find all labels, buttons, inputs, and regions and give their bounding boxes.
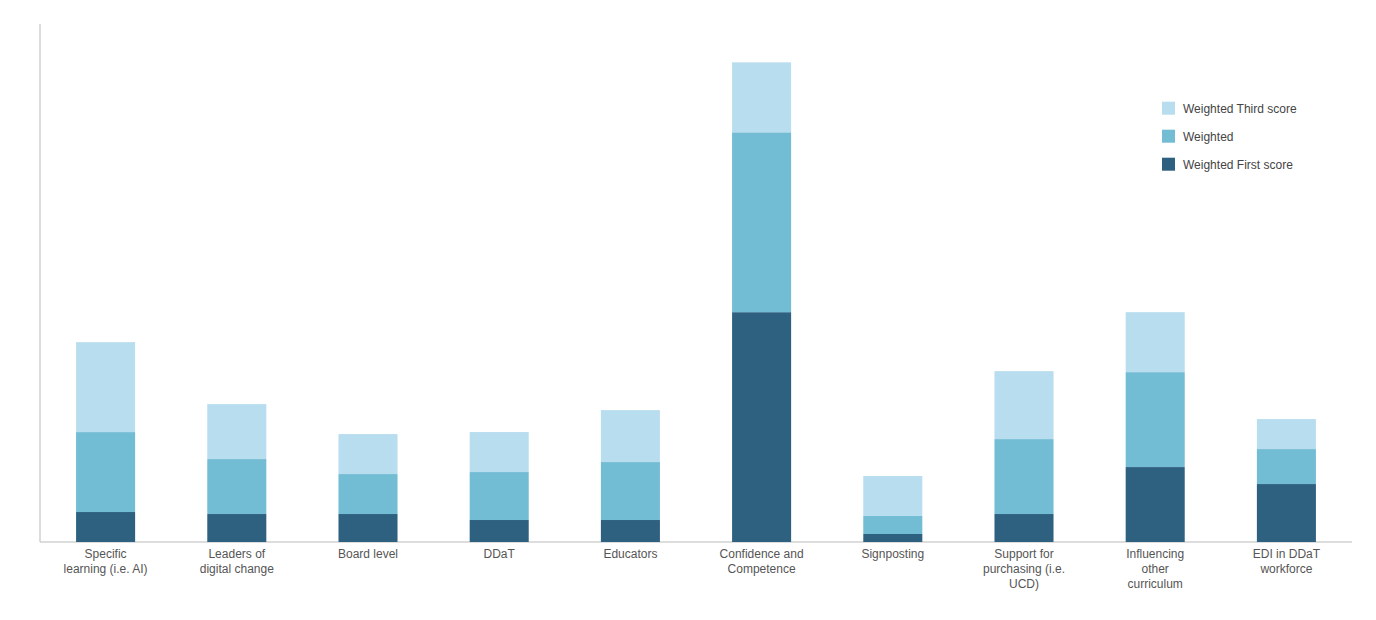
x-tick-label: Leaders ofdigital change	[200, 547, 274, 576]
bar-segment	[338, 434, 397, 474]
bar-segment	[1126, 312, 1185, 372]
legend-label: Weighted Third score	[1183, 102, 1297, 116]
bar-segment	[470, 520, 529, 542]
bar-segment	[76, 512, 135, 542]
bars	[76, 62, 1316, 542]
bar-segment	[1257, 449, 1316, 484]
bar-segment	[76, 342, 135, 432]
bar-segment	[207, 404, 266, 459]
legend: Weighted Third score Weighted Weighted Fir…	[1162, 102, 1297, 172]
bar-segment	[732, 312, 791, 542]
x-tick-label: Support forpurchasing (i.e.UCD)	[983, 547, 1065, 591]
bar-segment	[863, 476, 922, 516]
bar-segment	[863, 516, 922, 534]
x-tick-label: Educators	[603, 547, 657, 561]
legend-swatch	[1162, 102, 1175, 115]
x-tick-label: Board level	[338, 547, 398, 561]
legend-label: Weighted	[1183, 130, 1233, 144]
bar-segment	[863, 534, 922, 542]
y-axis-line	[40, 24, 41, 542]
bar-segment	[207, 514, 266, 542]
bar-segment	[994, 439, 1053, 514]
bar-segment	[470, 432, 529, 472]
bar-segment	[338, 514, 397, 542]
bar-segment	[1126, 467, 1185, 542]
x-tick-label: DDaT	[484, 547, 516, 561]
bar-segment	[207, 459, 266, 514]
bar-segment	[338, 474, 397, 514]
chart: Specificlearning (i.e. AI) Leaders ofdigi…	[0, 0, 1376, 620]
chart-container: Specificlearning (i.e. AI) Leaders ofdigi…	[0, 0, 1376, 620]
bar-segment	[732, 62, 791, 132]
x-tick-label: EDI in DDaTworkforce	[1253, 547, 1321, 576]
bar-segment	[1257, 484, 1316, 542]
x-tick-label: Confidence andCompetence	[720, 547, 804, 576]
legend-label: Weighted First score	[1183, 158, 1293, 172]
bar-segment	[994, 514, 1053, 542]
bar-segment	[601, 462, 660, 520]
bar-segment	[732, 132, 791, 312]
bar-segment	[601, 520, 660, 542]
x-tick-label: Influencingothercurriculum	[1126, 547, 1184, 591]
legend-swatch	[1162, 158, 1175, 171]
bar-segment	[470, 472, 529, 520]
legend-swatch	[1162, 130, 1175, 143]
x-tick-label: Signposting	[861, 547, 924, 561]
x-tick-label: Specificlearning (i.e. AI)	[64, 547, 148, 576]
bar-segment	[76, 432, 135, 512]
bar-segment	[1126, 372, 1185, 467]
bar-segment	[994, 371, 1053, 439]
bar-segment	[601, 410, 660, 462]
bar-segment	[1257, 419, 1316, 449]
